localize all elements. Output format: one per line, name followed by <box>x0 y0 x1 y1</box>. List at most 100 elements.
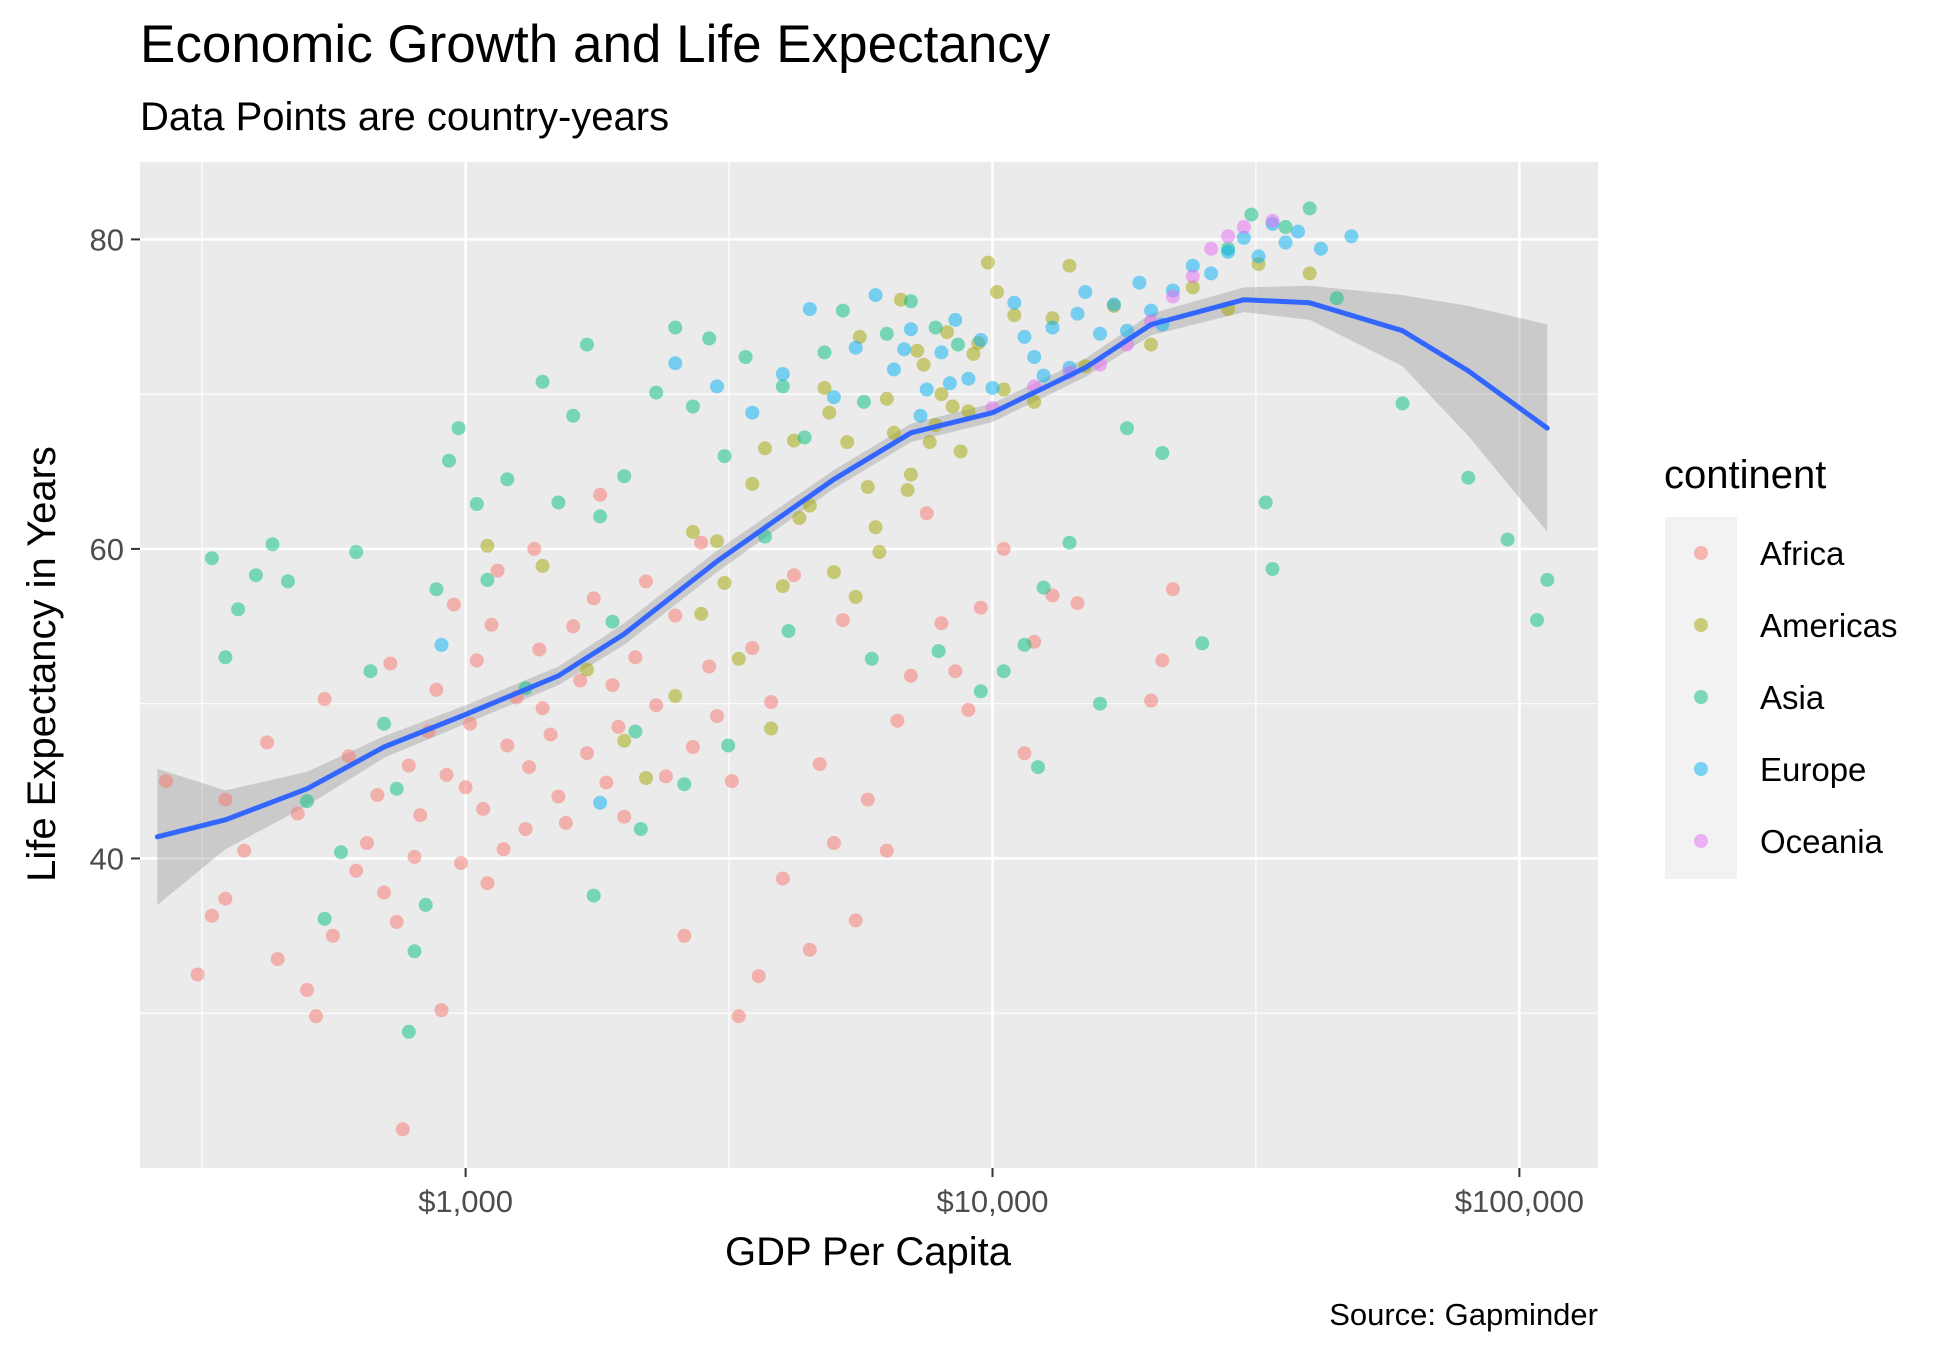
data-point-asia <box>500 472 515 487</box>
data-point-africa <box>527 541 542 556</box>
data-point-africa <box>484 617 499 632</box>
chart-subtitle: Data Points are country-years <box>140 95 669 139</box>
legend-title: continent <box>1664 453 1826 497</box>
data-point-africa <box>1070 596 1085 611</box>
data-point-oceania <box>1265 213 1280 228</box>
data-point-asia <box>469 497 484 511</box>
legend-label-africa: Africa <box>1760 535 1845 572</box>
data-point-africa <box>685 740 700 754</box>
data-point-africa <box>764 695 779 710</box>
data-point-asia <box>535 374 550 389</box>
data-point-asia <box>1155 446 1170 460</box>
data-point-asia <box>605 614 620 629</box>
data-point-americas <box>580 662 594 677</box>
data-point-africa <box>802 942 817 957</box>
data-point-asia <box>817 345 832 360</box>
data-point-europe <box>1236 230 1251 245</box>
data-point-europe <box>802 302 817 316</box>
data-point-asia <box>442 453 456 468</box>
data-point-asia <box>1461 470 1476 485</box>
data-point-africa <box>558 815 573 830</box>
data-point-americas <box>639 771 653 785</box>
data-point-asia <box>702 331 717 346</box>
x-axis-title: GDP Per Capita <box>725 1230 1012 1274</box>
data-point-europe <box>1078 285 1093 299</box>
data-point-asia <box>418 897 433 912</box>
data-point-europe <box>868 288 883 303</box>
data-point-americas <box>872 545 887 559</box>
data-point-asia <box>903 294 918 309</box>
data-point-asia <box>1093 696 1107 711</box>
data-point-africa <box>518 822 533 837</box>
data-point-asia <box>317 911 332 926</box>
data-point-asia <box>717 449 732 464</box>
data-point-africa <box>401 758 416 773</box>
data-point-americas <box>1144 337 1159 352</box>
data-point-asia <box>377 716 391 731</box>
data-point-oceania <box>1165 289 1180 304</box>
data-point-asia <box>797 430 812 445</box>
data-point-africa <box>290 806 305 821</box>
data-point-asia <box>218 650 233 665</box>
smooth-line-path <box>154 297 1550 840</box>
data-point-africa <box>694 535 709 550</box>
data-point-africa <box>731 1009 746 1024</box>
data-point-africa <box>826 836 841 850</box>
data-point-africa <box>383 656 398 671</box>
data-point-africa <box>204 908 219 923</box>
data-point-africa <box>668 608 683 623</box>
data-point-americas <box>710 534 724 549</box>
data-point-africa <box>586 591 601 606</box>
data-point-asia <box>407 944 422 959</box>
data-point-asia <box>1244 207 1259 222</box>
data-point-africa <box>1144 693 1159 708</box>
legend-items: Africa Americas Asia Europe Oceania <box>1694 535 1898 860</box>
data-point-americas <box>745 476 760 491</box>
data-point-americas <box>668 689 683 703</box>
y-axis-title: Life Expectancy in Years <box>20 446 64 882</box>
data-point-africa <box>349 863 364 878</box>
data-point-africa <box>775 871 790 886</box>
data-point-africa <box>389 914 404 929</box>
data-point-africa <box>429 682 444 697</box>
data-point-africa <box>300 983 314 997</box>
data-point-europe <box>826 390 841 405</box>
x-axis-ticks: $1,000 $10,000 $100,000 <box>418 1168 1584 1219</box>
data-point-asia <box>775 379 790 394</box>
data-point-africa <box>434 1003 449 1018</box>
data-point-africa <box>835 613 850 628</box>
y-axis-ticks: 40 60 80 <box>90 222 140 876</box>
data-point-africa <box>360 836 374 850</box>
data-point-africa <box>860 792 875 807</box>
data-point-oceania <box>1236 220 1251 234</box>
data-point-europe <box>710 379 724 394</box>
data-point-asia <box>1195 636 1210 651</box>
data-point-asia <box>1278 220 1293 234</box>
data-point-africa <box>370 788 385 802</box>
data-point-americas <box>860 480 875 494</box>
data-point-americas <box>802 498 817 513</box>
data-point-africa <box>702 659 717 674</box>
data-point-americas <box>775 579 790 594</box>
data-point-asia <box>401 1024 416 1039</box>
data-point-africa <box>812 757 827 772</box>
data-point-europe <box>897 342 912 357</box>
data-point-americas <box>886 425 901 440</box>
data-point-africa <box>639 574 653 589</box>
data-point-europe <box>985 381 1000 395</box>
data-point-americas <box>1302 266 1317 281</box>
data-point-asia <box>685 399 700 414</box>
data-point-americas <box>900 483 915 498</box>
data-point-europe <box>1106 297 1121 312</box>
legend-key-africa <box>1694 546 1708 560</box>
data-point-africa <box>463 716 478 731</box>
data-point-africa <box>751 969 766 984</box>
data-point-asia <box>1329 291 1344 306</box>
data-point-africa <box>190 967 205 982</box>
data-point-europe <box>1036 368 1051 383</box>
data-point-africa <box>496 842 511 857</box>
data-point-europe <box>1291 224 1305 239</box>
data-point-asia <box>879 326 894 341</box>
data-point-asia <box>1540 572 1555 587</box>
